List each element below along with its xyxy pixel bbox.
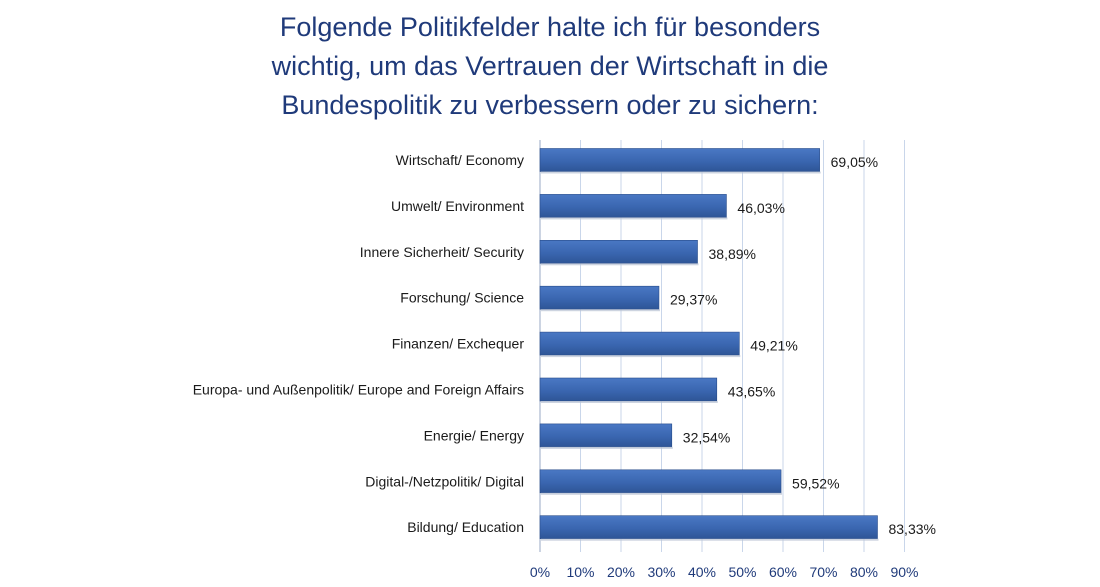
x-tick-label-40: 40% (688, 564, 716, 580)
category-label-3: Forschung/ Science (400, 290, 524, 306)
bar-5 (539, 377, 718, 402)
x-tick-label-0: 0% (530, 564, 550, 580)
labels: Wirtschaft/ Economy 69,05% Umwelt/ Environ… (193, 152, 936, 580)
category-label-4: Finanzen/ Exchequer (392, 336, 525, 352)
x-tick-label-80: 80% (850, 564, 878, 580)
bar-shadow-4 (541, 355, 741, 358)
bar-0 (539, 148, 820, 172)
x-tick-label-50: 50% (728, 564, 756, 580)
value-label-3: 29,37% (670, 292, 717, 308)
bar-shadow-1 (541, 217, 728, 220)
bar-3 (539, 285, 660, 310)
chart-title-line-3: Bundespolitik zu verbessern oder zu sich… (281, 90, 819, 120)
value-label-6: 32,54% (683, 429, 730, 445)
bar-8 (539, 515, 878, 540)
value-label-5: 43,65% (728, 384, 775, 400)
bar-shadow-6 (541, 446, 673, 449)
category-label-7: Digital-/Netzpolitik/ Digital (365, 473, 524, 489)
chart-title-line-1: Folgende Politikfelder halte ich für bes… (279, 12, 821, 42)
x-tick-label-60: 60% (769, 564, 797, 580)
x-tick-label-90: 90% (890, 564, 918, 580)
category-label-8: Bildung/ Education (407, 519, 524, 535)
category-label-1: Umwelt/ Environment (391, 198, 524, 214)
x-tick-label-20: 20% (607, 564, 635, 580)
bar-shadow-5 (541, 401, 718, 403)
bar-shadow-3 (541, 309, 660, 312)
bar-2 (539, 240, 698, 264)
bar-shadow-7 (541, 492, 783, 495)
x-tick-label-30: 30% (647, 564, 675, 580)
category-label-2: Innere Sicherheit/ Security (360, 244, 524, 260)
category-label-0: Wirtschaft/ Economy (396, 152, 524, 168)
value-label-8: 83,33% (888, 521, 935, 537)
bar-7 (539, 469, 782, 494)
chart-title-line-2: wichtig, um das Vertrauen der Wirtschaft… (271, 51, 829, 81)
bar-4 (539, 331, 740, 356)
chart-title: Folgende Politikfelder halte ich für bes… (0, 8, 1100, 125)
bar-shadow-8 (541, 538, 879, 541)
value-label-7: 59,52% (792, 475, 839, 491)
bar-1 (539, 194, 727, 218)
x-tick-label-10: 10% (566, 564, 594, 580)
value-label-1: 46,03% (737, 200, 784, 216)
category-label-5: Europa- und Außenpolitik/ Europe and For… (193, 382, 524, 398)
value-label-0: 69,05% (831, 154, 878, 170)
value-label-2: 38,89% (709, 246, 756, 262)
category-label-6: Energie/ Energy (424, 427, 524, 443)
bar-6 (539, 423, 673, 448)
bars (539, 148, 879, 541)
value-label-4: 49,21% (750, 338, 797, 354)
bar-shadow-2 (541, 263, 699, 266)
x-tick-label-70: 70% (809, 564, 837, 580)
bar-shadow-0 (541, 171, 821, 174)
